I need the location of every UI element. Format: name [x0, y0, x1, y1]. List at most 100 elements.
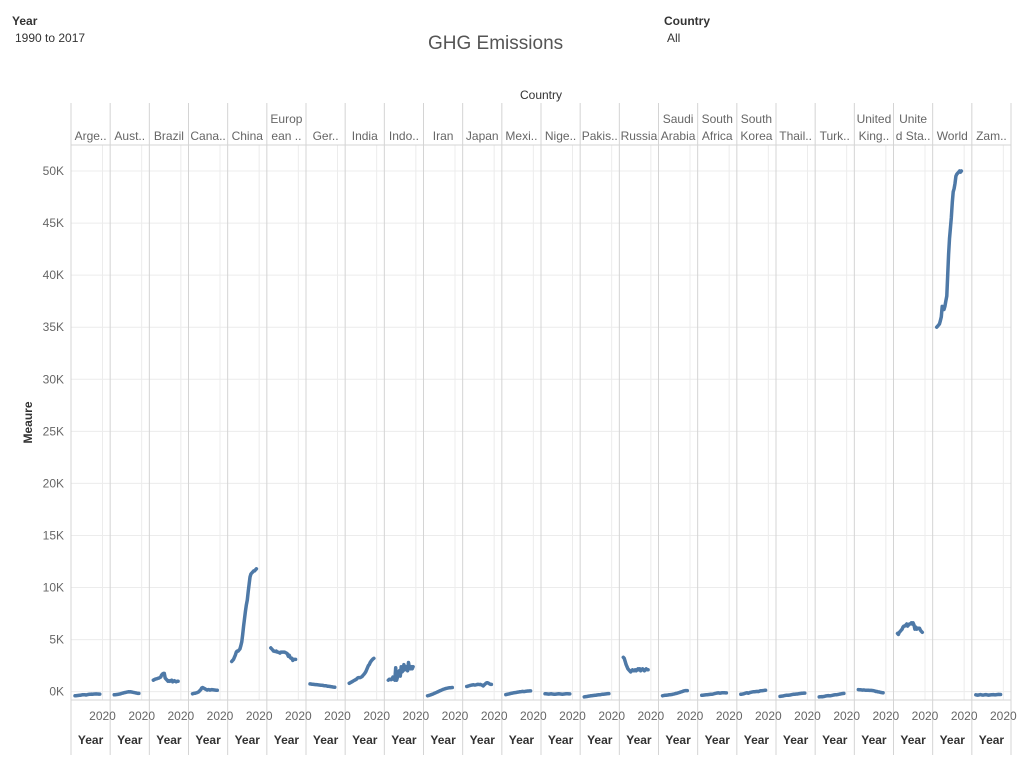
series-line-1 — [112, 690, 141, 697]
x-tick-label: 2020 — [442, 709, 469, 723]
series-line-22 — [934, 169, 964, 329]
series-line-13 — [582, 691, 611, 699]
x-tick-label: 2020 — [207, 709, 234, 723]
x-axis-title: Year — [548, 733, 574, 747]
x-tick-label: 2020 — [128, 709, 155, 723]
column-header-title: Country — [520, 88, 562, 102]
series-line-9 — [425, 685, 455, 698]
panel-header-label: Thail.. — [779, 129, 812, 143]
series-line-14 — [621, 655, 650, 674]
x-axis-title: Year — [626, 733, 652, 747]
panel-header-label: Indo.. — [389, 129, 419, 143]
panel-header-label: Pakis.. — [582, 129, 618, 143]
y-tick-label: 50K — [43, 164, 64, 178]
y-tick-label: 5K — [49, 633, 64, 647]
y-axis-title: Meaure — [21, 401, 35, 443]
year-filter[interactable]: Year 1990 to 2017 — [12, 14, 85, 45]
y-tick-label: 20K — [43, 476, 64, 490]
x-axis-title: Year — [783, 733, 809, 747]
year-filter-value[interactable]: 1990 to 2017 — [15, 31, 86, 45]
x-axis-title: Year — [391, 733, 417, 747]
x-tick-label: 2020 — [755, 709, 782, 723]
panel-header-label: King.. — [859, 129, 890, 143]
x-axis-title: Year — [979, 733, 1005, 747]
y-tick-label: 10K — [43, 581, 64, 595]
x-axis-title: Year — [665, 733, 691, 747]
x-tick-label: 2020 — [794, 709, 821, 723]
x-axis-title: Year — [900, 733, 926, 747]
page-title: GHG Emissions — [428, 33, 564, 54]
x-axis-title: Year — [274, 733, 300, 747]
x-tick-label: 2020 — [363, 709, 390, 723]
series-line-10 — [464, 681, 494, 689]
x-tick-label: 2020 — [402, 709, 429, 723]
y-tick-label: 0K — [49, 685, 64, 699]
x-tick-label: 2020 — [990, 709, 1017, 723]
panel-header-label: China — [232, 129, 264, 143]
y-tick-label: 15K — [43, 528, 64, 542]
panel-header-label: d Sta.. — [896, 129, 931, 143]
series-line-0 — [73, 692, 102, 698]
panel-header-label: Turk.. — [820, 129, 850, 143]
series-line-21 — [895, 621, 925, 637]
series-line-7 — [347, 656, 376, 686]
series-line-4 — [229, 567, 259, 664]
x-tick-label: 2020 — [559, 709, 586, 723]
panel-header-label: Ger.. — [313, 129, 339, 143]
x-tick-label: 2020 — [677, 709, 704, 723]
x-tick-label: 2020 — [716, 709, 743, 723]
y-tick-label: 30K — [43, 372, 64, 386]
x-axis-title: Year — [430, 733, 456, 747]
x-axis-title: Year — [313, 733, 339, 747]
x-axis-title: Year — [822, 733, 848, 747]
x-tick-label: 2020 — [481, 709, 508, 723]
panel-header-label: Russia — [621, 129, 658, 143]
x-axis-title: Year — [195, 733, 221, 747]
series-line-19 — [817, 691, 846, 699]
panel-header-label: ean .. — [271, 129, 301, 143]
series-line-23 — [974, 692, 1003, 697]
panel-header-label: Zam.. — [976, 129, 1007, 143]
x-axis-title: Year — [587, 733, 613, 747]
panel-header-label: Europ — [270, 112, 302, 126]
y-tick-label: 35K — [43, 320, 64, 334]
panel-header-label: Iran — [433, 129, 454, 143]
panel-header-label: Aust.. — [114, 129, 145, 143]
x-tick-label: 2020 — [285, 709, 312, 723]
panel-header-label: South — [702, 112, 733, 126]
panel-header-label: South — [741, 112, 772, 126]
x-tick-label: 2020 — [89, 709, 116, 723]
series-line-3 — [190, 685, 220, 696]
x-axis-title: Year — [156, 733, 182, 747]
x-axis-title: Year — [78, 733, 104, 747]
series-line-8 — [386, 660, 415, 682]
panel-header-label: Cana.. — [190, 129, 225, 143]
panel-header-label: Arge.. — [75, 129, 107, 143]
panel-header-label: Japan — [466, 129, 499, 143]
x-axis-title: Year — [352, 733, 378, 747]
x-axis-title: Year — [470, 733, 496, 747]
series-line-2 — [151, 671, 180, 684]
country-filter-value[interactable]: All — [667, 31, 681, 45]
x-tick-label: 2020 — [912, 709, 939, 723]
x-tick-label: 2020 — [167, 709, 194, 723]
x-tick-label: 2020 — [872, 709, 899, 723]
panel-header-label: United — [857, 112, 892, 126]
country-filter-label: Country — [664, 14, 710, 28]
x-tick-label: 2020 — [951, 709, 978, 723]
series-line-18 — [778, 691, 807, 699]
panel-header-label: Unite — [899, 112, 927, 126]
panel-header-label: Saudi — [663, 112, 694, 126]
x-tick-label: 2020 — [246, 709, 273, 723]
panel-header-label: World — [937, 129, 968, 143]
series-line-6 — [308, 682, 337, 689]
panel-header-label: Nige.. — [545, 129, 576, 143]
series-line-15 — [660, 688, 690, 698]
panel-header-label: Africa — [702, 129, 733, 143]
y-tick-label: 40K — [43, 268, 64, 282]
country-filter[interactable]: Country All — [664, 14, 710, 45]
x-axis-title: Year — [940, 733, 966, 747]
x-tick-label: 2020 — [598, 709, 625, 723]
series-line-20 — [856, 687, 885, 695]
